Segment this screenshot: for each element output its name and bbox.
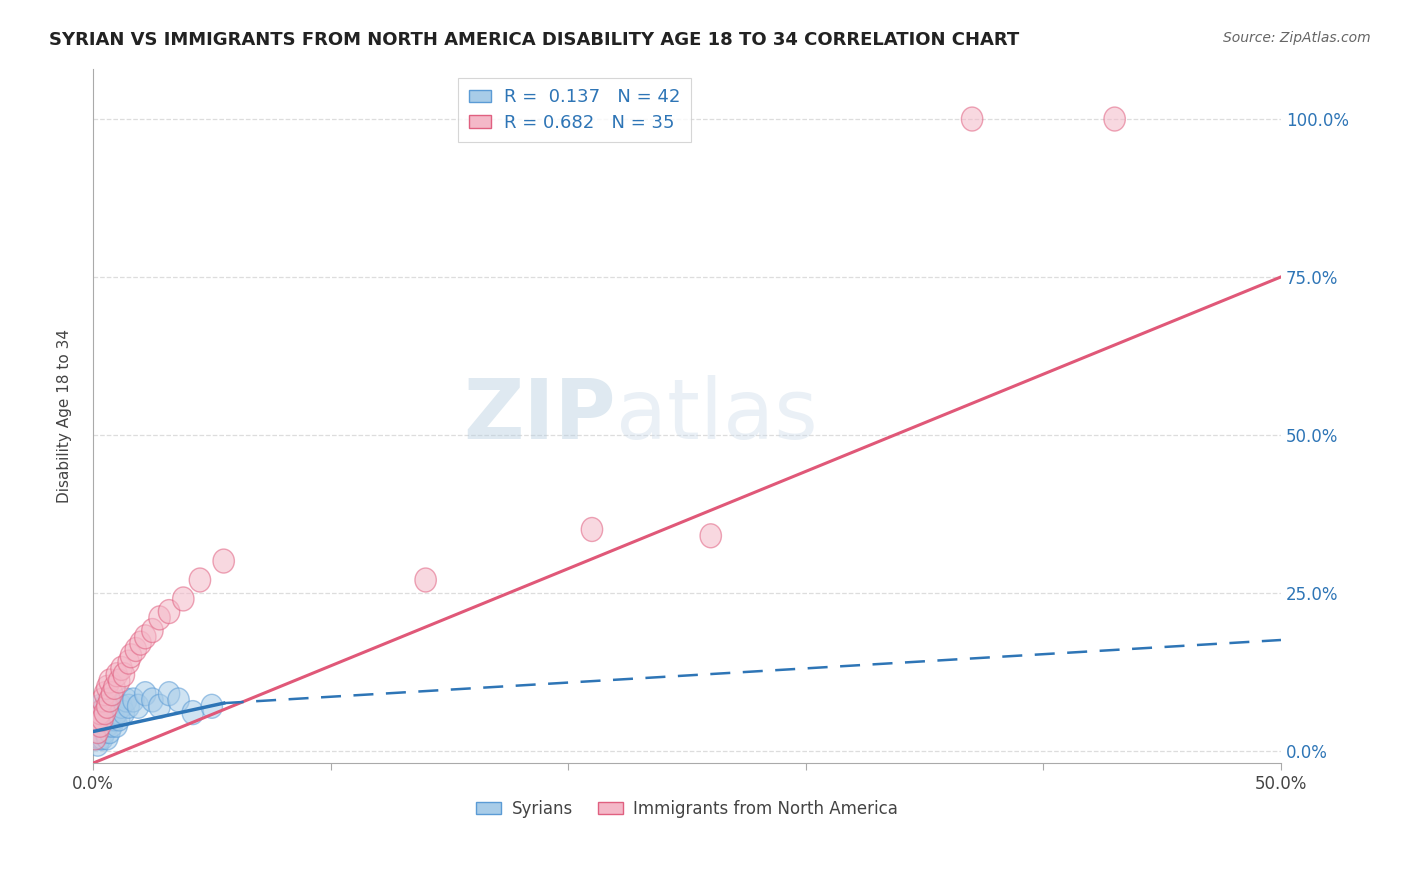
Ellipse shape (91, 707, 114, 731)
Ellipse shape (98, 688, 121, 712)
Ellipse shape (90, 714, 111, 738)
Ellipse shape (108, 669, 129, 693)
Legend: Syrians, Immigrants from North America: Syrians, Immigrants from North America (470, 793, 904, 824)
Ellipse shape (101, 714, 122, 738)
Ellipse shape (87, 714, 108, 738)
Ellipse shape (87, 707, 108, 731)
Ellipse shape (115, 688, 136, 712)
Ellipse shape (87, 732, 108, 756)
Text: SYRIAN VS IMMIGRANTS FROM NORTH AMERICA DISABILITY AGE 18 TO 34 CORRELATION CHAR: SYRIAN VS IMMIGRANTS FROM NORTH AMERICA … (49, 31, 1019, 49)
Ellipse shape (97, 726, 118, 750)
Ellipse shape (91, 688, 114, 712)
Ellipse shape (91, 700, 114, 724)
Ellipse shape (105, 700, 128, 724)
Ellipse shape (97, 707, 118, 731)
Ellipse shape (142, 688, 163, 712)
Ellipse shape (90, 720, 111, 744)
Ellipse shape (104, 707, 125, 731)
Ellipse shape (90, 707, 111, 731)
Ellipse shape (415, 568, 436, 592)
Ellipse shape (97, 694, 118, 718)
Ellipse shape (173, 587, 194, 611)
Ellipse shape (94, 694, 115, 718)
Ellipse shape (101, 681, 122, 706)
Ellipse shape (121, 644, 142, 668)
Ellipse shape (94, 681, 115, 706)
Ellipse shape (105, 663, 128, 687)
Ellipse shape (94, 707, 115, 731)
Ellipse shape (108, 707, 129, 731)
Ellipse shape (104, 675, 125, 699)
Ellipse shape (149, 694, 170, 718)
Ellipse shape (135, 681, 156, 706)
Ellipse shape (94, 720, 115, 744)
Ellipse shape (1104, 107, 1125, 131)
Ellipse shape (149, 606, 170, 630)
Text: Source: ZipAtlas.com: Source: ZipAtlas.com (1223, 31, 1371, 45)
Ellipse shape (118, 694, 139, 718)
Ellipse shape (87, 707, 108, 731)
Ellipse shape (962, 107, 983, 131)
Ellipse shape (122, 688, 143, 712)
Ellipse shape (97, 694, 118, 718)
Ellipse shape (114, 663, 135, 687)
Ellipse shape (105, 714, 128, 738)
Ellipse shape (98, 688, 121, 712)
Ellipse shape (101, 700, 122, 724)
Ellipse shape (129, 632, 152, 655)
Ellipse shape (104, 694, 125, 718)
Ellipse shape (212, 549, 235, 573)
Ellipse shape (111, 694, 132, 718)
Ellipse shape (97, 714, 118, 738)
Ellipse shape (159, 599, 180, 624)
Ellipse shape (97, 675, 118, 699)
Ellipse shape (700, 524, 721, 548)
Ellipse shape (114, 700, 135, 724)
Ellipse shape (581, 517, 603, 541)
Ellipse shape (159, 681, 180, 706)
Ellipse shape (190, 568, 211, 592)
Ellipse shape (201, 694, 222, 718)
Ellipse shape (84, 726, 105, 750)
Ellipse shape (84, 720, 105, 744)
Ellipse shape (111, 657, 132, 681)
Ellipse shape (91, 726, 114, 750)
Ellipse shape (142, 618, 163, 642)
Ellipse shape (167, 688, 190, 712)
Text: atlas: atlas (616, 376, 817, 457)
Ellipse shape (118, 650, 139, 674)
Ellipse shape (98, 720, 121, 744)
Ellipse shape (94, 700, 115, 724)
Ellipse shape (87, 720, 108, 744)
Ellipse shape (135, 624, 156, 648)
Ellipse shape (91, 714, 114, 738)
Ellipse shape (98, 669, 121, 693)
Ellipse shape (90, 694, 111, 718)
Y-axis label: Disability Age 18 to 34: Disability Age 18 to 34 (58, 329, 72, 503)
Ellipse shape (84, 726, 105, 750)
Ellipse shape (90, 700, 111, 724)
Ellipse shape (125, 638, 146, 662)
Ellipse shape (98, 707, 121, 731)
Ellipse shape (90, 726, 111, 750)
Ellipse shape (128, 694, 149, 718)
Text: ZIP: ZIP (463, 376, 616, 457)
Ellipse shape (183, 700, 204, 724)
